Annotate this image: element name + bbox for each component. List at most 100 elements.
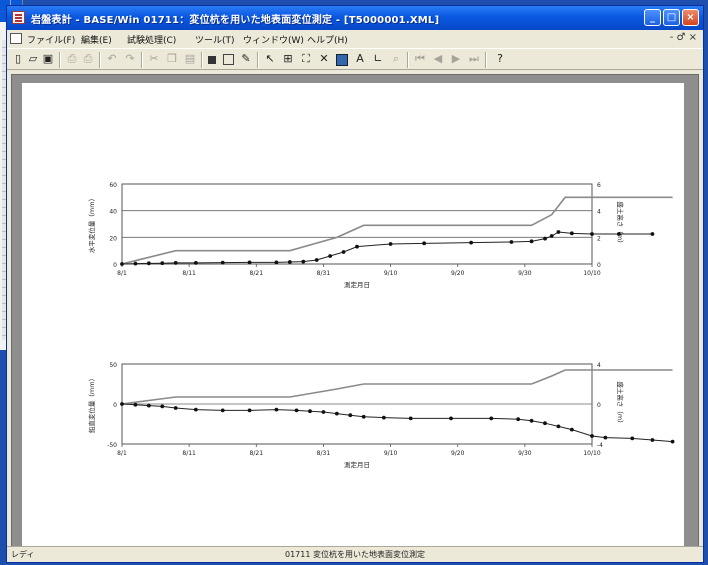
chart1-ylabel-left: 水平変位量（mm） — [87, 195, 96, 253]
close-button[interactable]: × — [682, 9, 699, 26]
status-document: 01711 変位杭を用いた地表面変位測定 — [285, 550, 425, 559]
chart2-xlabel: 測定月日 — [344, 460, 370, 469]
document-area[interactable]: 0 20 40 60 0 2 4 6 8/1 8/11 8/21 8/31 9/10 9/20 9/30 10… — [11, 74, 699, 548]
chart1-displacement-point — [355, 244, 359, 249]
chart2-displacement-point — [630, 436, 635, 441]
chart1-xtick-label: 8/31 — [317, 270, 331, 277]
chart2-xtick-label: 9/10 — [384, 450, 398, 457]
pointer-icon[interactable]: ↖ — [265, 52, 275, 65]
chart1-displacement-point — [247, 260, 252, 265]
chart1-ytick-left: 0 — [113, 262, 117, 269]
chart1-ylabel-right: 盛土高さ（m） — [616, 201, 625, 246]
chart2-xtick-label: 8/1 — [117, 450, 127, 457]
main-window: 岩盤表計 - BASE/Win 01711：変位杭を用いた地表面変位測定 - [… — [6, 5, 704, 563]
chart2-displacement-point — [193, 407, 198, 412]
chart2-ytick-left: -50 — [107, 442, 117, 449]
next-icon[interactable]: ▶ — [451, 52, 461, 65]
chart1-displacement-point — [469, 240, 474, 245]
chart1-displacement-point — [616, 232, 621, 236]
chart2-xtick-label: 8/21 — [250, 450, 264, 457]
text-icon[interactable]: A — [356, 52, 364, 65]
chart2-displacement-point — [603, 435, 608, 440]
first-icon[interactable]: ⏮ — [415, 52, 425, 65]
chart2-displacement-point — [220, 408, 225, 413]
chart1-displacement-point — [543, 236, 547, 241]
chart2-ylabel-left: 鉛直変位量（mm） — [87, 375, 96, 433]
status-ready: レディ — [11, 550, 35, 559]
chart1-xtick-label: 8/21 — [250, 270, 264, 277]
last-icon[interactable]: ⏭ — [469, 52, 479, 65]
menu-help[interactable]: ヘルプ(H) — [307, 36, 348, 46]
delete-icon[interactable]: ✕ — [319, 52, 329, 65]
zoom-icon[interactable]: ⌕ — [392, 52, 400, 65]
prev-icon[interactable]: ◀ — [433, 52, 443, 65]
maximize-button[interactable]: □ — [663, 9, 680, 26]
cut-icon[interactable]: ✂ — [149, 52, 159, 65]
title-bar[interactable]: 岩盤表計 - BASE/Win 01711：変位杭を用いた地表面変位測定 - [… — [7, 6, 703, 30]
chart2-displacement-point — [670, 439, 675, 444]
menu-edit[interactable]: 編集(E) — [81, 36, 112, 46]
fit-icon[interactable]: ⛶ — [302, 52, 310, 65]
chart2-xtick-label: 8/11 — [182, 450, 196, 457]
chart2-xtick-label: 10/10 — [583, 450, 600, 457]
open-icon[interactable]: ▱ — [28, 52, 38, 65]
pen-icon[interactable]: ✎ — [241, 52, 251, 65]
mdi-controls[interactable]: - ♂ × — [669, 32, 697, 43]
chart1-displacement-line — [121, 231, 653, 265]
chart1-displacement-point — [220, 260, 225, 265]
chart2-ytick-right: 4 — [597, 362, 601, 369]
paste-icon[interactable]: ▤ — [184, 52, 196, 65]
chart2-displacement-point — [590, 434, 594, 438]
chart1-ytick-right: 2 — [597, 235, 601, 242]
grid-icon[interactable]: ⊞ — [283, 52, 293, 65]
chart2-displacement-point — [529, 418, 534, 423]
chart1-displacement-point — [314, 258, 319, 262]
chart1-displacement-point — [301, 259, 306, 264]
menu-window[interactable]: ウィンドウ(W) — [243, 36, 304, 46]
chart2-displacement-point — [381, 415, 386, 420]
print-preview-icon[interactable]: ⎙ — [67, 52, 77, 65]
chart1-displacement-point — [160, 261, 165, 266]
chart2-displacement-point — [650, 438, 655, 442]
chart1-xtick-label: 9/10 — [384, 270, 398, 277]
chart1-displacement-point — [556, 230, 561, 234]
redo-icon[interactable]: ↷ — [125, 52, 135, 65]
copy-icon[interactable]: ❐ — [167, 52, 177, 65]
chart1-ytick-left: 60 — [109, 182, 117, 189]
chart1-xtick-label: 9/20 — [451, 270, 465, 277]
chart2-displacement-line — [121, 403, 673, 443]
graph-icon[interactable] — [223, 54, 234, 65]
minimize-button[interactable]: _ — [644, 9, 661, 26]
scale-icon[interactable]: ∟ — [373, 52, 383, 65]
chart2-displacement-point — [348, 413, 353, 418]
chart2-displacement-point — [556, 424, 561, 429]
help-icon[interactable]: ? — [497, 52, 503, 65]
chart1-ytick-right: 4 — [597, 209, 601, 216]
chart2-ytick-left: 50 — [109, 362, 117, 369]
app-icon[interactable] — [12, 11, 25, 24]
chart1-xlabel: 測定月日 — [344, 280, 370, 289]
chart1-embankment-height-line — [121, 196, 673, 265]
chart1-xtick-label: 10/10 — [583, 270, 600, 277]
chart2-displacement-point — [294, 408, 299, 413]
chart2-displacement-point — [308, 409, 312, 414]
chart2-displacement-point — [146, 403, 151, 408]
chart2-displacement-point — [543, 421, 547, 426]
save-icon[interactable]: ▣ — [42, 52, 54, 65]
menu-test-processing[interactable]: 試験処理(C) — [127, 36, 177, 46]
undo-icon[interactable]: ↶ — [107, 52, 117, 65]
menu-file[interactable]: ファイル(F) — [27, 36, 76, 46]
chart1-ytick-right: 0 — [597, 262, 601, 269]
chart2-displacement-point — [569, 427, 574, 432]
new-icon[interactable]: ▯ — [14, 52, 22, 65]
chart2-displacement-point — [516, 417, 521, 422]
stop-icon[interactable] — [208, 56, 216, 64]
document-icon[interactable] — [10, 33, 22, 44]
chart1-ytick-left: 20 — [109, 235, 117, 242]
menu-tools[interactable]: ツール(T) — [195, 36, 235, 46]
color-icon[interactable] — [336, 54, 348, 66]
print-icon[interactable]: ⎙ — [83, 52, 93, 65]
chart1-displacement-point — [133, 261, 138, 266]
chart2-displacement-point — [274, 407, 279, 412]
